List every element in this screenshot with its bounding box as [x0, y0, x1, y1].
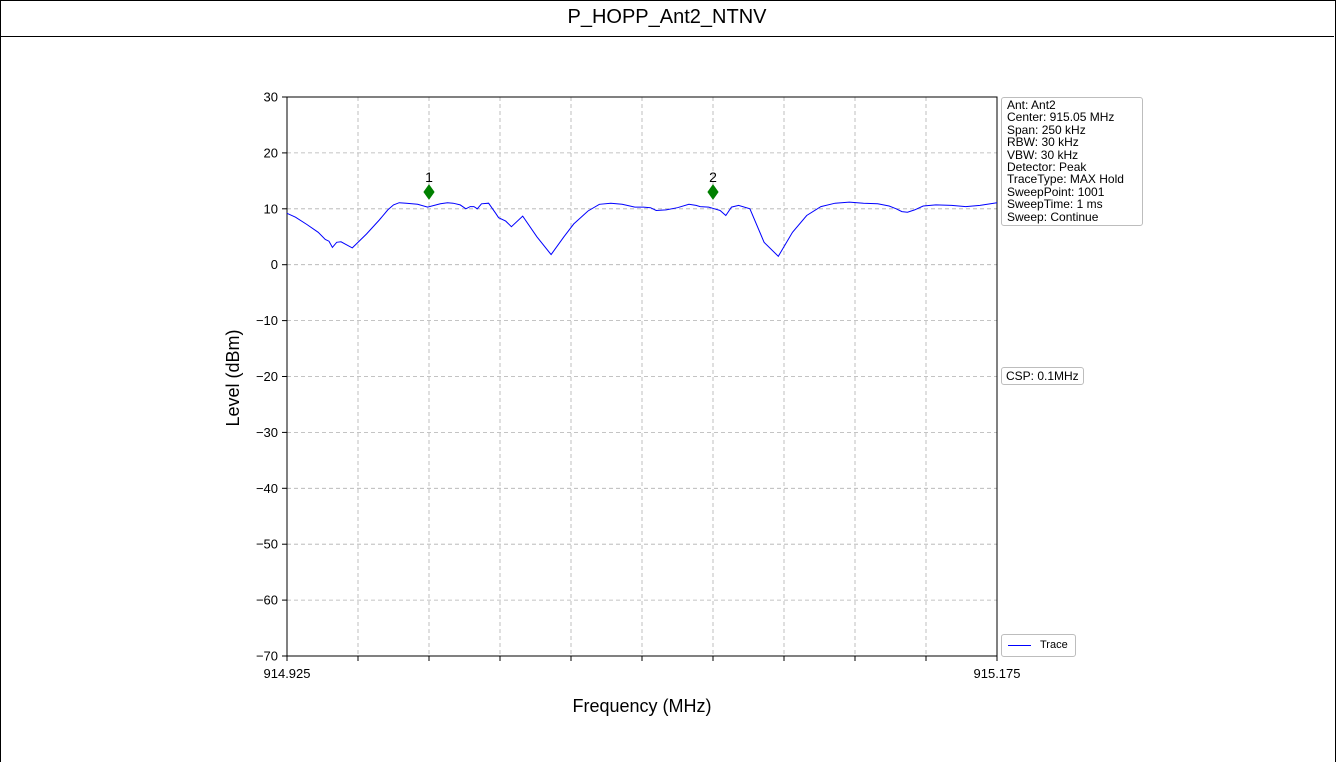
y-axis-label: Level (dBm)	[223, 329, 243, 426]
marker-label: 2	[709, 169, 717, 185]
y-tick-label: −10	[256, 313, 278, 328]
x-axis-label: Frequency (MHz)	[572, 696, 711, 716]
csp-label-box: CSP: 0.1MHz	[1001, 367, 1084, 385]
y-tick-label: 10	[264, 201, 278, 216]
legend-label: Trace	[1040, 639, 1068, 651]
info-line: SweepTime: 1 ms	[1007, 197, 1103, 212]
trace-line	[286, 201, 998, 258]
info-line: TraceType: MAX Hold	[1007, 172, 1124, 187]
y-tick-label: −50	[256, 537, 278, 552]
y-tick-label: −60	[256, 593, 278, 608]
info-line: SweepPoint: 1001	[1007, 184, 1105, 199]
y-tick-label: 30	[264, 90, 278, 105]
y-tick-label: −70	[256, 649, 278, 664]
marker-label: 1	[425, 169, 433, 185]
marker-diamond	[707, 184, 719, 200]
info-line: Sweep: Continue	[1007, 209, 1099, 224]
y-tick-label: −20	[256, 369, 278, 384]
y-tick-label: −40	[256, 481, 278, 496]
x-tick-label: 915.175	[974, 666, 1021, 681]
marker-diamond	[423, 184, 435, 200]
info-line: RBW: 30 kHz	[1007, 135, 1079, 150]
plot-area-border	[286, 96, 998, 657]
legend-line-swatch	[1008, 645, 1031, 646]
y-tick-label: 0	[271, 257, 278, 272]
y-tick-label: −30	[256, 425, 278, 440]
info-line: Center: 915.05 MHz	[1007, 110, 1115, 125]
y-tick-label: 20	[264, 145, 278, 160]
x-tick-label: 914.925	[264, 666, 311, 681]
legend: Trace	[1001, 634, 1076, 657]
info-line: Detector: Peak	[1007, 160, 1087, 175]
page-title: P_HOPP_Ant2_NTNV	[0, 0, 1334, 37]
info-line: Ant: Ant2	[1007, 98, 1056, 112]
info-line: Span: 250 kHz	[1007, 122, 1086, 137]
settings-info-box: Ant: Ant2 Center: 915.05 MHz Span: 250 k…	[1001, 97, 1143, 227]
info-line: VBW: 30 kHz	[1007, 147, 1079, 162]
